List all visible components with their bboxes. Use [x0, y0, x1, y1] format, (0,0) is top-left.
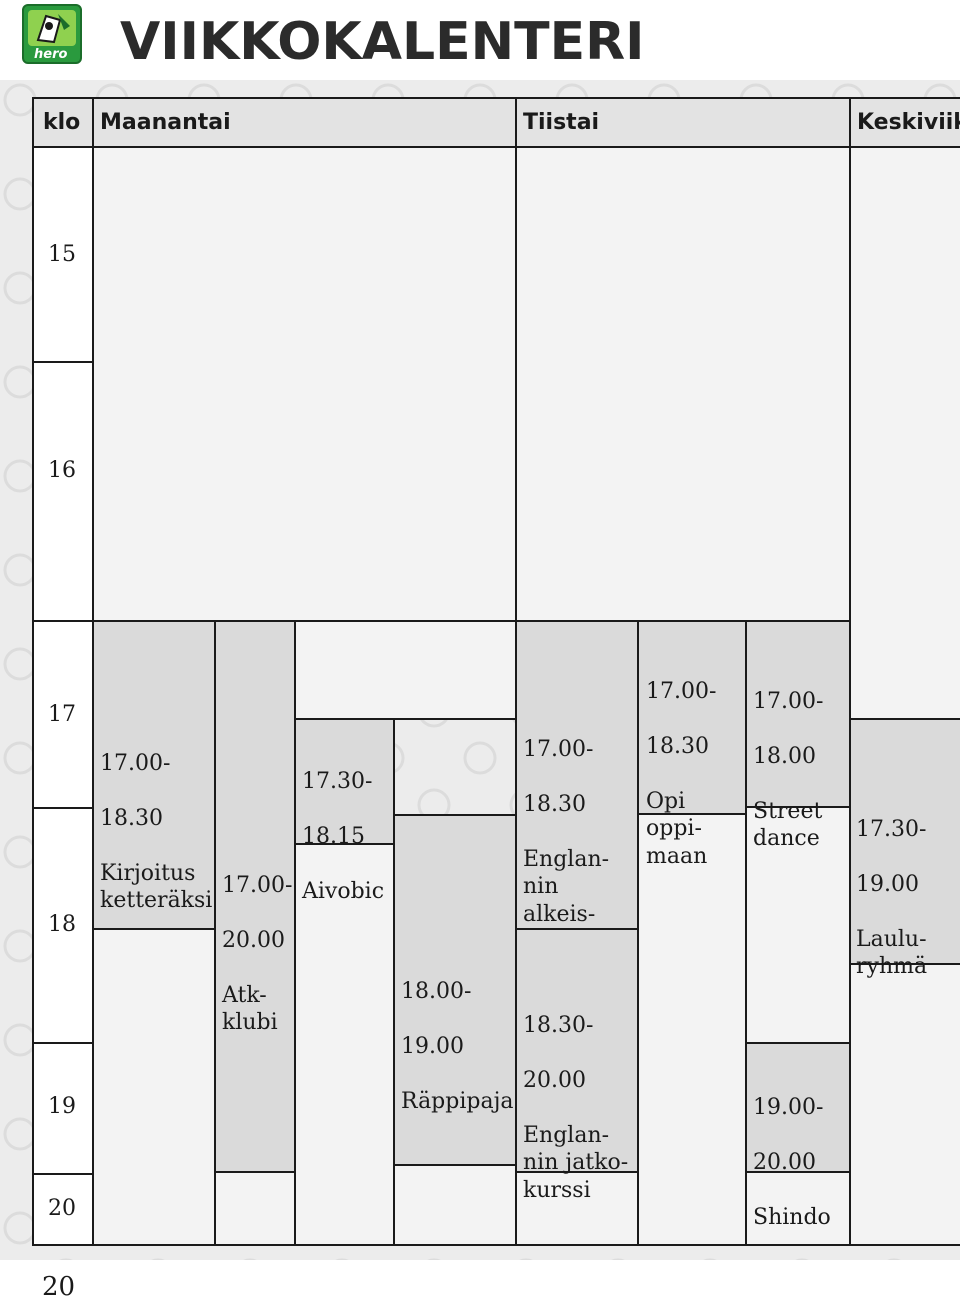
event-time-end: 18.30	[646, 733, 709, 759]
event-time-start: 17.00-	[646, 678, 717, 704]
header-klo: klo	[43, 110, 81, 135]
event-rappipaja[interactable]: 18.00- 19.00 Räppipaja	[393, 814, 517, 1166]
event-time-end: 18.15	[302, 823, 365, 849]
event-atk-klubi[interactable]: 17.00- 20.00 Atk- klubi	[214, 620, 296, 1173]
event-name: Opi oppi- maan	[646, 788, 708, 869]
event-time-end: 18.30	[523, 791, 586, 817]
event-time-end: 18.00	[753, 743, 816, 769]
header-day-wednesday: Keskiviik	[857, 110, 960, 135]
event-name: Shindo	[753, 1204, 831, 1230]
event-street-dance[interactable]: 17.00- 18.00 Street dance	[745, 620, 851, 851]
header-day-monday: Maanantai	[100, 110, 231, 135]
event-name: Street dance	[753, 798, 823, 852]
event-time-end: 20.00	[222, 927, 285, 953]
hour-label-18: 18	[48, 912, 76, 937]
hour-cell-16	[32, 361, 94, 622]
event-time-start: 17.30-	[302, 768, 373, 794]
hour-cell-20	[32, 1173, 94, 1246]
event-name: Englan- nin jatko- kurssi	[523, 1122, 629, 1203]
tuesday-empty-upper	[515, 146, 851, 622]
hero-logo: hero	[22, 4, 82, 64]
event-time-end: 19.00	[401, 1033, 464, 1059]
event-time-end: 19.00	[856, 871, 919, 897]
event-time-end: 20.00	[753, 1149, 816, 1175]
hour-cell-18	[32, 807, 94, 1044]
monday-empty-sub1	[92, 928, 216, 1246]
event-englannin-jatkokurssi[interactable]: 18.30- 20.00 Englan- nin jatko- kurssi	[515, 928, 639, 1203]
event-time-end: 20.00	[523, 1067, 586, 1093]
svg-text:hero: hero	[34, 47, 67, 62]
event-time-start: 18.00-	[401, 978, 472, 1004]
event-name: Aivobic	[302, 878, 385, 904]
event-name: Kirjoitus ketteräksi	[100, 860, 213, 914]
event-shindo[interactable]: 19.00- 20.00 Shindo	[745, 1042, 851, 1230]
event-time-start: 17.00-	[523, 736, 594, 762]
hour-label-15: 15	[48, 242, 76, 267]
wednesday-empty-lower	[849, 963, 960, 1246]
event-time-start: 17.00-	[222, 872, 293, 898]
hour-cell-19	[32, 1042, 94, 1175]
event-time-start: 17.00-	[100, 750, 171, 776]
event-name: Räppipaja	[401, 1088, 514, 1114]
hour-label-19: 19	[48, 1094, 76, 1119]
page-title: VIIKKOKALENTERI	[120, 12, 645, 72]
monday-empty-upper	[92, 146, 517, 622]
event-time-start: 17.30-	[856, 816, 927, 842]
event-lauluryhma[interactable]: 17.30- 19.00 Laulu- ryhmä	[849, 718, 960, 979]
event-englannin-alkeiskurssi[interactable]: 17.00- 18.30 Englan- nin alkeis- kurssi	[515, 620, 639, 954]
header-cell-tuesday	[515, 97, 851, 148]
header-cell-monday	[92, 97, 517, 148]
monday-empty-sub4	[393, 1164, 517, 1246]
wednesday-empty-upper	[849, 146, 960, 720]
event-time-start: 18.30-	[523, 1012, 594, 1038]
event-name: Laulu- ryhmä	[856, 926, 928, 980]
event-opi-oppimaan[interactable]: 17.00- 18.30 Opi oppi- maan	[637, 620, 747, 869]
event-time-start: 19.00-	[753, 1094, 824, 1120]
header-day-tuesday: Tiistai	[523, 110, 600, 135]
header-cell-wednesday	[849, 97, 960, 148]
monday-empty-top-right	[294, 620, 517, 720]
tuesday-empty-sub2	[637, 813, 747, 1246]
event-aivobic[interactable]: 17.30- 18.15 Aivobic	[294, 718, 395, 904]
hour-label-17: 17	[48, 702, 76, 727]
monday-empty-sub2	[214, 1171, 296, 1246]
hour-label-16: 16	[48, 458, 76, 483]
event-kirjoitus-ketteraksi[interactable]: 17.00- 18.30 Kirjoitus ketteräksi	[92, 620, 216, 930]
event-name: Atk- klubi	[222, 982, 278, 1036]
event-time-end: 18.30	[100, 805, 163, 831]
event-time-start: 17.00-	[753, 688, 824, 714]
page-number: 20	[42, 1272, 76, 1302]
hour-label-20: 20	[48, 1196, 76, 1221]
